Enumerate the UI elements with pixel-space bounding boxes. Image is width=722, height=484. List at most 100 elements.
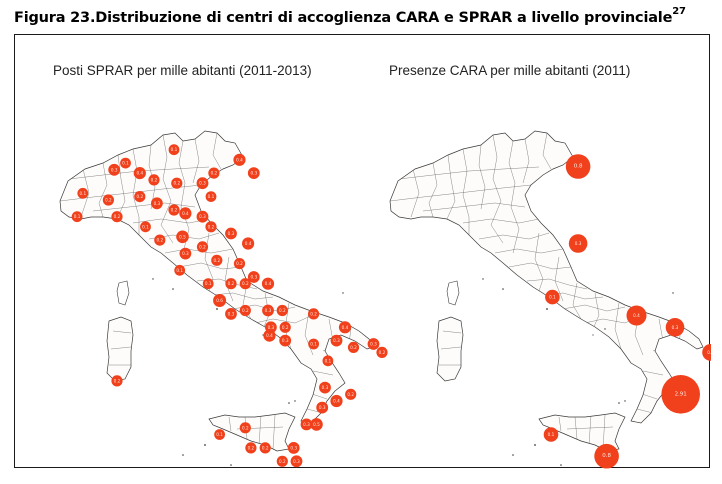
figure-title-prefix: Figura 23. [14, 9, 96, 26]
sprar-bubble-label-10: 0.3 [199, 181, 206, 186]
sprar-bubble-5 [120, 157, 131, 169]
sprar-map-title: Posti SPRAR per mille abitanti (2011-201… [53, 63, 312, 78]
sprar-bubble-label-56: 0.3 [319, 405, 326, 410]
cara-bubble-1 [568, 234, 588, 253]
sprar-bubble-label-37: 0.3 [228, 311, 235, 316]
cara-bubble-7 [543, 427, 559, 442]
sprar-bubble-label-43: 0.2 [282, 325, 289, 330]
sprar-bubble-60 [245, 442, 257, 454]
sprar-bubble-1 [102, 194, 114, 206]
sprar-bubble-label-0: 0.1 [79, 191, 86, 196]
sprar-bubble-20 [205, 221, 217, 233]
sprar-bubble-4 [108, 163, 121, 176]
sprar-bubble-13 [247, 167, 260, 179]
sprar-bubble-label-61: 0.2 [262, 445, 269, 450]
sprar-bubble-label-66: 0.2 [114, 378, 121, 383]
sprar-bubble-30 [233, 258, 246, 270]
sprar-bubble-label-34: 0.1 [205, 281, 212, 286]
sprar-bubble-9 [171, 177, 183, 189]
sprar-bubble-34 [202, 278, 214, 290]
sprar-bubble-38 [239, 304, 251, 317]
sprar-bubble-label-54: 0.2 [347, 392, 354, 397]
cara-bubble-label-1: 0.3 [575, 241, 582, 246]
sprar-bubble-44 [279, 334, 292, 347]
sprar-bubble-61 [259, 442, 271, 454]
sprar-bubble-label-9: 0.2 [173, 181, 180, 186]
sprar-bubble-7 [148, 174, 160, 186]
cara-bubble-2 [545, 289, 560, 305]
sprar-bubble-label-31: 0.3 [250, 275, 257, 280]
sprar-bubble-32 [261, 277, 275, 290]
sprar-bubble-33 [239, 278, 251, 290]
sprar-bubble-12 [233, 153, 246, 166]
cara-bubble-label-7: 0.1 [548, 432, 555, 437]
sprar-bubble-label-59: 0.1 [216, 432, 223, 437]
cara-map: 0.8 0.3 0.1 0.4 0.3 0.2 2.91 0.1 0.8 [390, 131, 711, 469]
sprar-bubble-17 [168, 204, 180, 216]
sprar-bubble-label-14: 0.1 [208, 194, 215, 199]
sprar-bubble-11 [208, 167, 220, 179]
sprar-bubble-label-15: 0.2 [136, 194, 143, 199]
sprar-bubble-27 [211, 254, 223, 266]
sprar-bubble-label-36: 0.6 [216, 298, 223, 303]
sprar-bubble-label-32: 0.4 [265, 281, 272, 286]
footnote-ref: 27 [672, 6, 686, 17]
cara-bubble-label-4: 0.3 [672, 325, 679, 330]
sprar-bubble-label-2: 0.1 [74, 214, 81, 219]
sprar-bubble-label-13: 0.3 [250, 171, 257, 176]
figure-title-text: Distribuzione di centri di accoglienza C… [95, 9, 673, 26]
sprar-bubble-53 [319, 381, 331, 394]
figure-title: Figura 23.Distribuzione di centri di acc… [14, 6, 686, 26]
sprar-bubble-37 [225, 308, 237, 320]
sprar-bubble-21 [140, 221, 151, 233]
sprar-bubble-66 [111, 375, 123, 387]
cara-bubble-label-6: 2.91 [675, 391, 687, 397]
sprar-bubble-label-53: 0.3 [322, 385, 329, 390]
sprar-bubble-40 [276, 304, 288, 317]
cara-bubble-label-3: 0.4 [633, 313, 640, 318]
sprar-bubble-57 [310, 418, 323, 431]
sprar-bubble-label-58: 0.2 [242, 425, 249, 430]
sprar-bubble-24 [179, 247, 192, 260]
sprar-bubble-label-18: 0.4 [182, 211, 189, 216]
sprar-bubble-label-12: 0.4 [236, 157, 243, 162]
sprar-bubble-label-48: 0.4 [342, 325, 349, 330]
sprar-bubble-label-39: 0.3 [265, 308, 272, 313]
sprar-bubble-23 [176, 230, 189, 244]
sprar-bubble-label-29: 0.4 [245, 241, 252, 246]
sprar-bubble-29 [242, 237, 255, 250]
sprar-bubble-label-45: 0.2 [310, 311, 317, 316]
sprar-bubble-22 [154, 234, 166, 246]
figure-frame: Posti SPRAR per mille abitanti (2011-201… [14, 34, 711, 469]
sprar-bubble-label-60: 0.2 [248, 445, 255, 450]
sprar-bubble-label-1: 0.2 [105, 198, 112, 203]
sprar-bubble-64 [276, 455, 288, 467]
sprar-bubble-label-44: 0.3 [282, 338, 289, 343]
sprar-bubble-label-64: 0.2 [279, 459, 286, 464]
cara-bubble-3 [626, 305, 647, 326]
sprar-bubble-25 [196, 241, 209, 253]
sprar-bubble-label-16: 0.3 [154, 201, 161, 206]
sprar-bubbles: 0.1 0.2 0.1 0.2 0.3 0.1 0.4 0.2 0.1 0.2 0.3 0.2 0.4 0… [71, 144, 388, 468]
sprar-bubble-58 [239, 422, 251, 434]
sprar-bubble-39 [262, 304, 274, 317]
sprar-bubble-55 [330, 394, 343, 408]
sprar-bubble-52 [322, 355, 334, 367]
sprar-bubble-label-65: 0.3 [293, 459, 300, 464]
sprar-bubble-63 [287, 442, 300, 454]
cara-bubble-5 [702, 344, 711, 361]
sprar-bubble-label-17: 0.2 [171, 208, 178, 213]
sprar-bubble-48 [338, 321, 352, 334]
sprar-bubble-43 [279, 321, 291, 333]
sprar-map: 0.1 0.2 0.1 0.2 0.3 0.1 0.4 0.2 0.1 0.2 0.3 0.2 0.4 0… [60, 131, 388, 468]
sprar-bubble-label-62: 0.3 [303, 422, 310, 427]
sprar-bubble-label-4: 0.3 [111, 167, 118, 172]
sprar-bubble-16 [151, 197, 163, 210]
sprar-bubble-10 [196, 177, 209, 190]
sprar-bubble-50 [367, 338, 380, 350]
sprar-bubble-8 [168, 144, 180, 156]
sprar-bubble-31 [247, 271, 260, 283]
sprar-bubble-42 [263, 329, 276, 342]
cara-bubble-4 [665, 318, 685, 337]
sprar-bubble-label-40: 0.2 [279, 308, 286, 313]
